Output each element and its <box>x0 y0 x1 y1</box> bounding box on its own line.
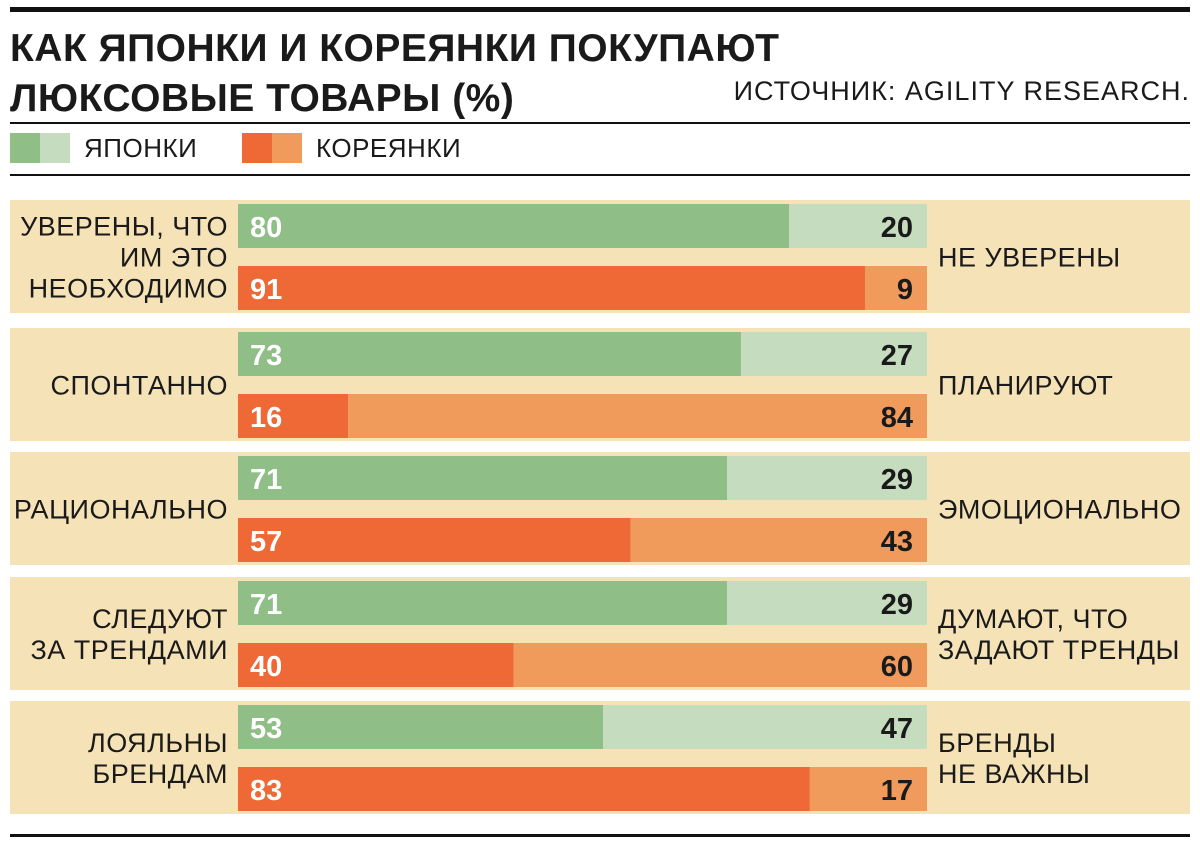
data-label-japan-main: 53 <box>250 713 282 745</box>
data-label-japan-rest: 29 <box>881 464 913 496</box>
header-divider <box>10 122 1190 124</box>
data-label-japan-rest: 29 <box>881 589 913 621</box>
bar-korea-main <box>238 266 865 310</box>
data-label-korea-main: 40 <box>250 651 282 683</box>
bar-korea-rest <box>864 266 927 310</box>
bar-japan-main <box>238 204 790 248</box>
data-label-japan-main: 71 <box>250 464 282 496</box>
chart-title-line-2: ЛЮКСОВЫЕ ТОВАРЫ (%) <box>10 77 515 120</box>
chart-title: КАК ЯПОНКИ И КОРЕЯНКИ ПОКУПАЮТ ЛЮКСОВЫЕ … <box>10 24 779 124</box>
data-label-korea-rest: 9 <box>897 274 913 306</box>
bar-japan-main <box>238 456 728 500</box>
category-left-label-line: ЛОЯЛЬНЫ <box>88 728 228 758</box>
data-label-japan-main: 71 <box>250 589 282 621</box>
data-label-japan-rest: 20 <box>881 212 913 244</box>
category-right-label: ДУМАЮТ, ЧТО ЗАДАЮТ ТРЕНДЫ <box>938 604 1180 665</box>
category-left-label: УВЕРЕНЫ, ЧТО ИМ ЭТО НЕОБХОДИМО <box>20 212 228 304</box>
category-left-label-line: СЛЕДУЮТ <box>92 604 228 634</box>
category-right-label: ПЛАНИРУЮТ <box>938 371 1113 401</box>
chart-title-line-1: КАК ЯПОНКИ И КОРЕЯНКИ ПОКУПАЮТ <box>10 27 780 70</box>
category-left-label-line: БРЕНДАМ <box>92 759 228 789</box>
legend-divider <box>10 174 1190 176</box>
category-right-label-line: ПЛАНИРУЮТ <box>938 371 1113 401</box>
bar-japan-main <box>238 581 728 625</box>
category-left-label-line: УВЕРЕНЫ, ЧТО <box>20 212 228 242</box>
bar-korea-rest <box>348 394 927 438</box>
category-left-label-line: ЗА ТРЕНДАМИ <box>30 635 228 665</box>
bar-japan-main <box>238 332 741 376</box>
bar-japan-rest <box>727 456 927 500</box>
data-label-japan-main: 80 <box>250 212 282 244</box>
category-right-label-line: БРЕНДЫ <box>938 728 1056 758</box>
category-left-label: СЛЕДУЮТ ЗА ТРЕНДАМИ <box>30 604 228 665</box>
category-left-label-line: СПОНТАННО <box>50 371 228 401</box>
data-label-korea-rest: 17 <box>881 775 913 807</box>
category-right-label-line: НЕ УВЕРЕНЫ <box>938 243 1121 273</box>
category-left-label-line: РАЦИОНАЛЬНО <box>14 495 228 525</box>
bar-japan-rest <box>789 204 927 248</box>
data-label-korea-main: 57 <box>250 526 282 558</box>
top-rule <box>10 7 1190 12</box>
bar-korea-rest <box>513 643 927 687</box>
bar-korea-main <box>238 767 810 811</box>
legend-swatch-japan-main <box>10 133 40 163</box>
bar-korea-main <box>238 518 631 562</box>
data-label-japan-rest: 27 <box>881 340 913 372</box>
category-right-label-line: ЗАДАЮТ ТРЕНДЫ <box>938 635 1180 665</box>
category-right-label-line: ЭМОЦИОНАЛЬНО <box>938 495 1181 525</box>
data-label-japan-rest: 47 <box>881 713 913 745</box>
category-right-label-line: ДУМАЮТ, ЧТО <box>938 604 1128 634</box>
legend-swatch-japan-rest <box>40 133 70 163</box>
legend-swatch-korea-main <box>242 133 272 163</box>
category-right-label-line: НЕ ВАЖНЫ <box>938 759 1090 789</box>
data-label-korea-main: 83 <box>250 775 282 807</box>
bar-korea-rest <box>809 767 927 811</box>
bar-korea-main <box>238 394 349 438</box>
data-label-korea-rest: 60 <box>881 651 913 683</box>
category-left-label: РАЦИОНАЛЬНО <box>14 495 228 525</box>
bottom-rule <box>10 834 1190 837</box>
legend-label-japan: ЯПОНКИ <box>84 133 198 163</box>
data-label-japan-main: 73 <box>250 340 282 372</box>
bar-japan-rest <box>603 705 927 749</box>
data-label-korea-main: 91 <box>250 274 282 306</box>
data-label-korea-rest: 43 <box>881 526 913 558</box>
category-right-label: НЕ УВЕРЕНЫ <box>938 243 1121 273</box>
category-left-label-line: ИМ ЭТО <box>120 243 228 273</box>
legend-label-korea: КОРЕЯНКИ <box>316 133 462 163</box>
category-left-label: ЛОЯЛЬНЫ БРЕНДАМ <box>88 728 228 789</box>
data-label-korea-rest: 84 <box>881 402 913 434</box>
bar-japan-rest <box>727 581 927 625</box>
category-right-label: ЭМОЦИОНАЛЬНО <box>938 495 1181 525</box>
bar-korea-rest <box>630 518 927 562</box>
category-left-label: СПОНТАННО <box>50 371 228 401</box>
bar-japan-main <box>238 705 604 749</box>
category-right-label: БРЕНДЫ НЕ ВАЖНЫ <box>938 728 1090 789</box>
bar-korea-main <box>238 643 514 687</box>
category-left-label-line: НЕОБХОДИМО <box>29 274 228 304</box>
legend-swatch-korea-rest <box>272 133 302 163</box>
bar-japan-rest <box>740 332 927 376</box>
chart-source: ИСТОЧНИК: AGILITY RESEARCH. <box>733 76 1190 106</box>
data-label-korea-main: 16 <box>250 402 282 434</box>
